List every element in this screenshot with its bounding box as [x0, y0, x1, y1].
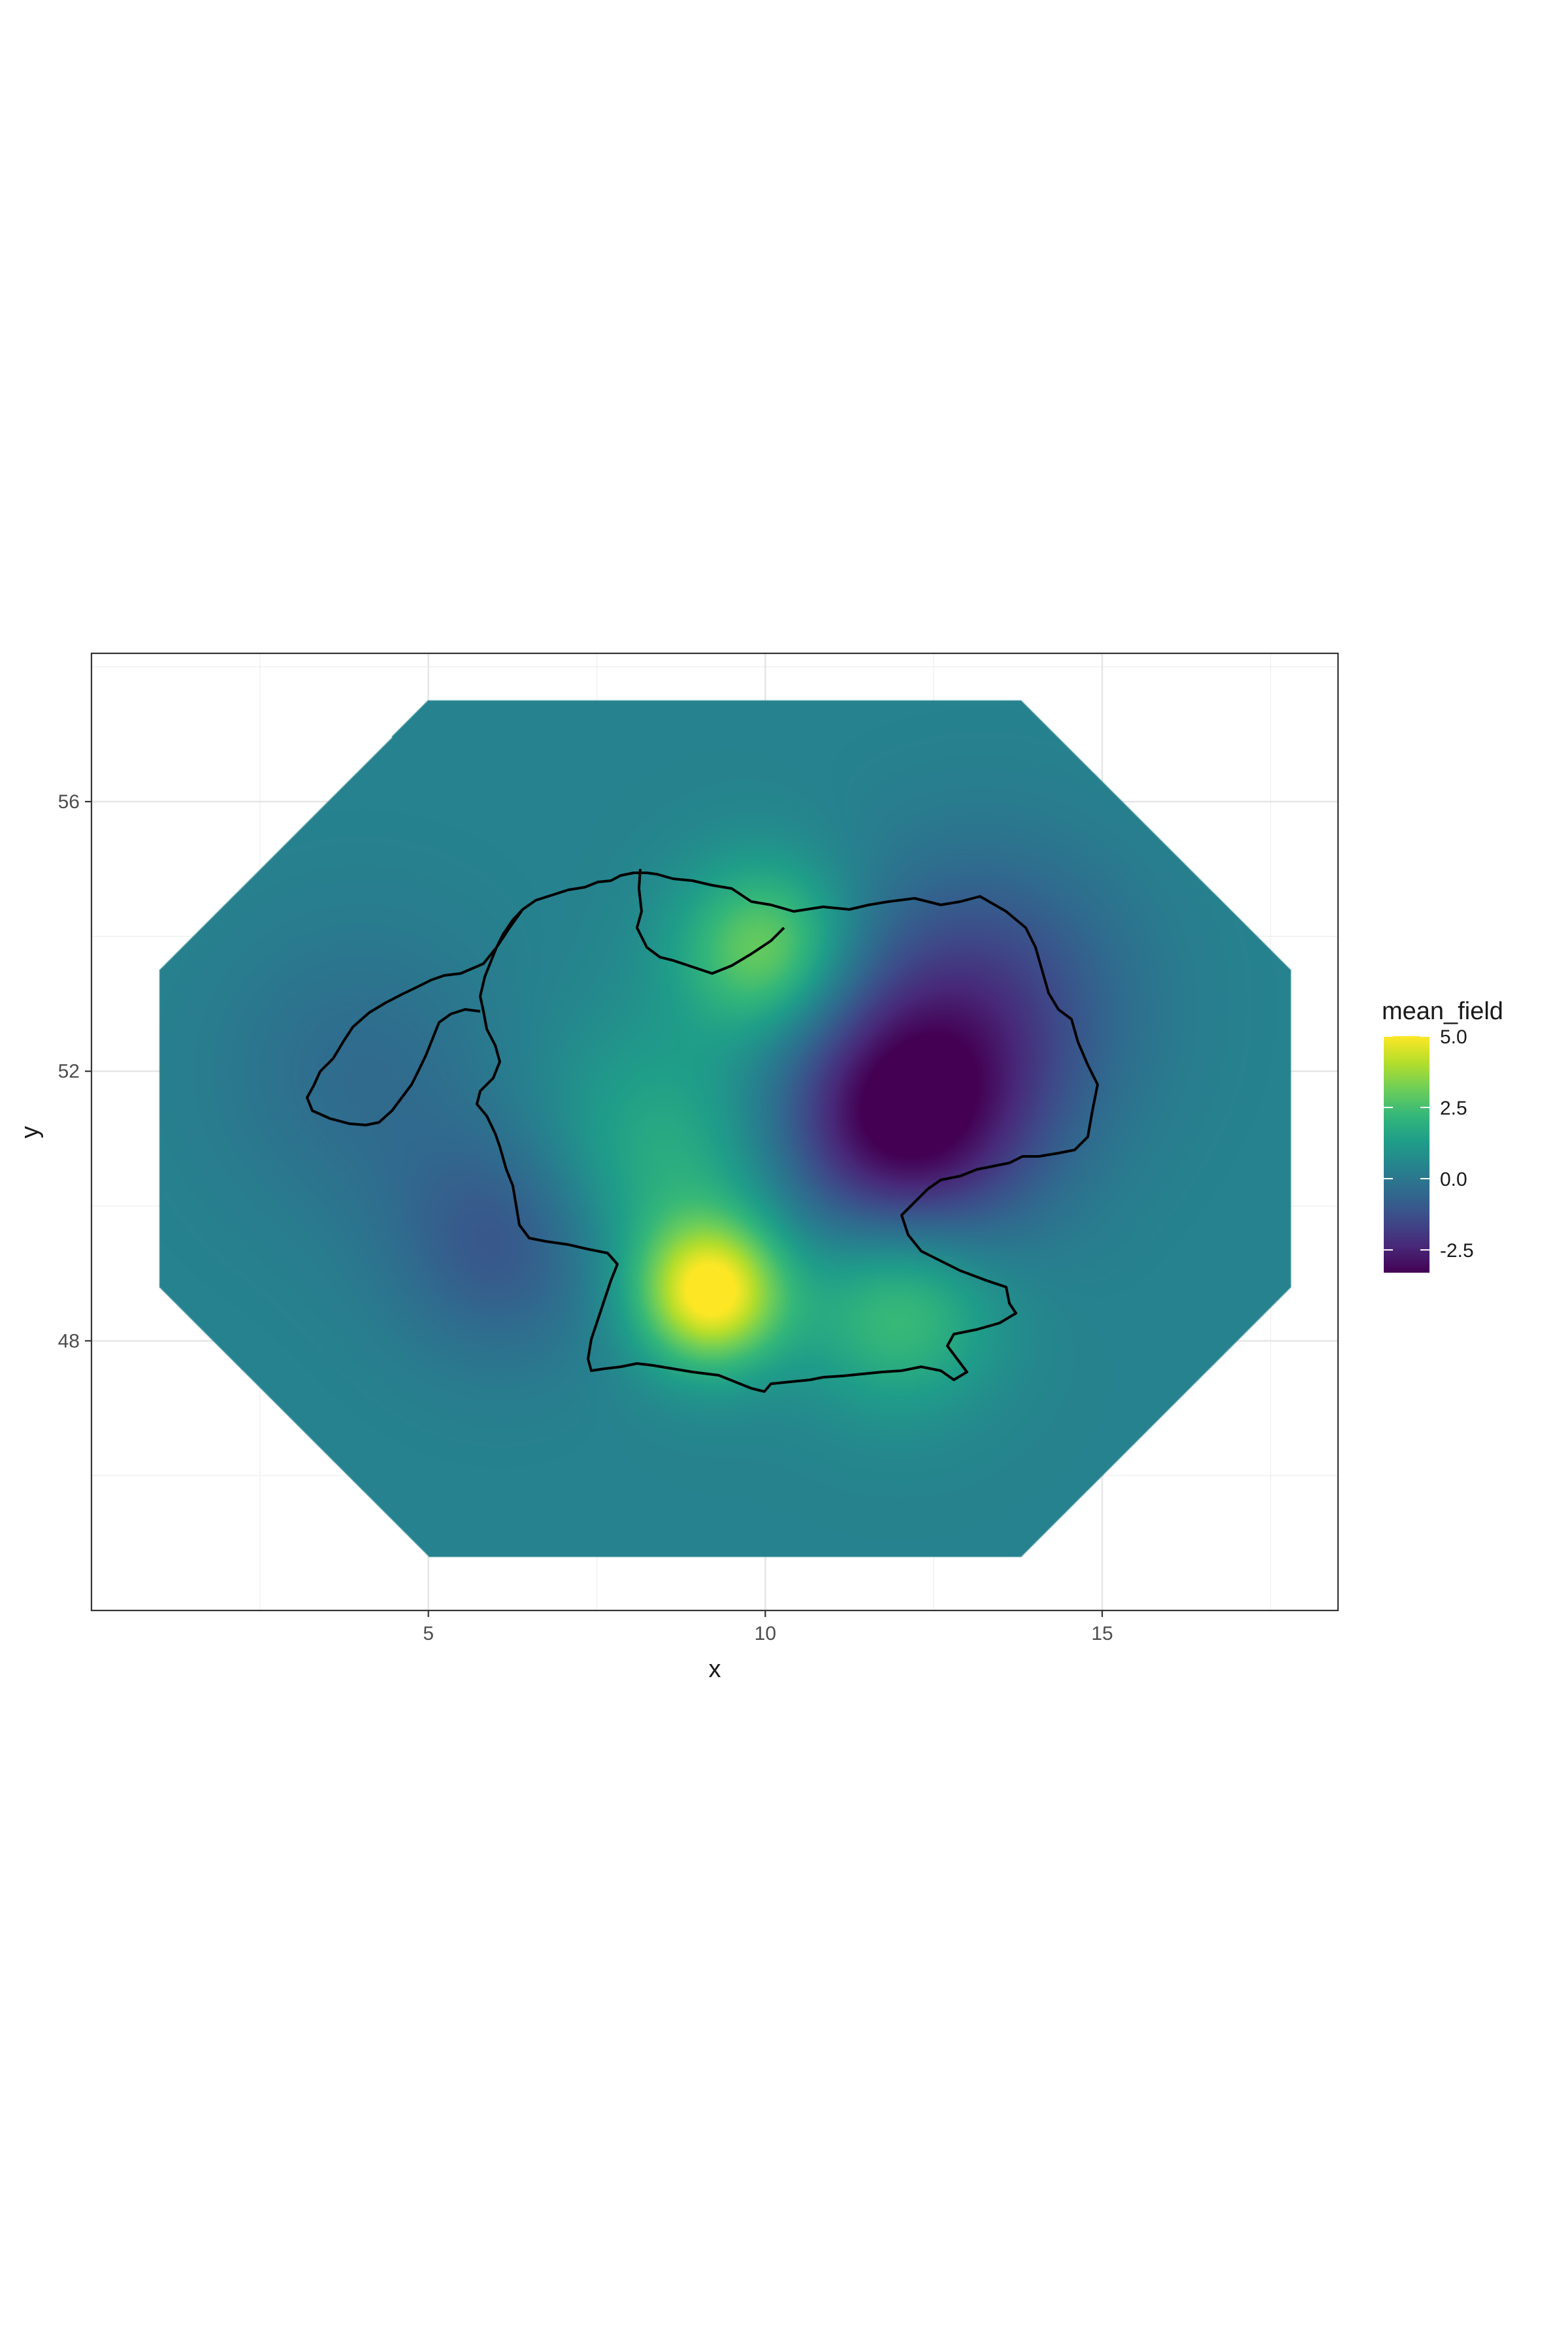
- y-tick-label: 48: [58, 1330, 80, 1352]
- y-axis-title: y: [16, 1126, 44, 1139]
- y-tick-label: 56: [58, 791, 80, 813]
- x-tick-label: 5: [423, 1623, 434, 1644]
- y-axis-ticks: 48 52 56: [58, 791, 91, 1352]
- legend-tick-label: 5.0: [1440, 1026, 1467, 1048]
- x-axis-title: x: [709, 1656, 721, 1683]
- panel-border: [90, 652, 1339, 1612]
- x-tick-label: 15: [1091, 1623, 1113, 1644]
- y-tick-label: 52: [58, 1061, 80, 1083]
- legend-tick-label: -2.5: [1440, 1240, 1474, 1262]
- legend-title: mean_field: [1382, 998, 1503, 1025]
- mean-field-raster: [91, 653, 1338, 1610]
- country-outline: [306, 868, 1099, 1393]
- legend-colorbar: [1384, 1036, 1429, 1273]
- legend: mean_field 5.0 2.5 0.0 -2.5: [1382, 998, 1503, 1273]
- legend-tick-label: 0.0: [1440, 1169, 1467, 1190]
- x-axis-ticks: 5 10 15: [423, 1610, 1113, 1644]
- x-tick-label: 10: [755, 1623, 776, 1644]
- legend-ticks: 5.0 2.5 0.0 -2.5: [1384, 1026, 1474, 1262]
- legend-tick-label: 2.5: [1440, 1098, 1467, 1119]
- plot-panel: [91, 653, 1338, 1610]
